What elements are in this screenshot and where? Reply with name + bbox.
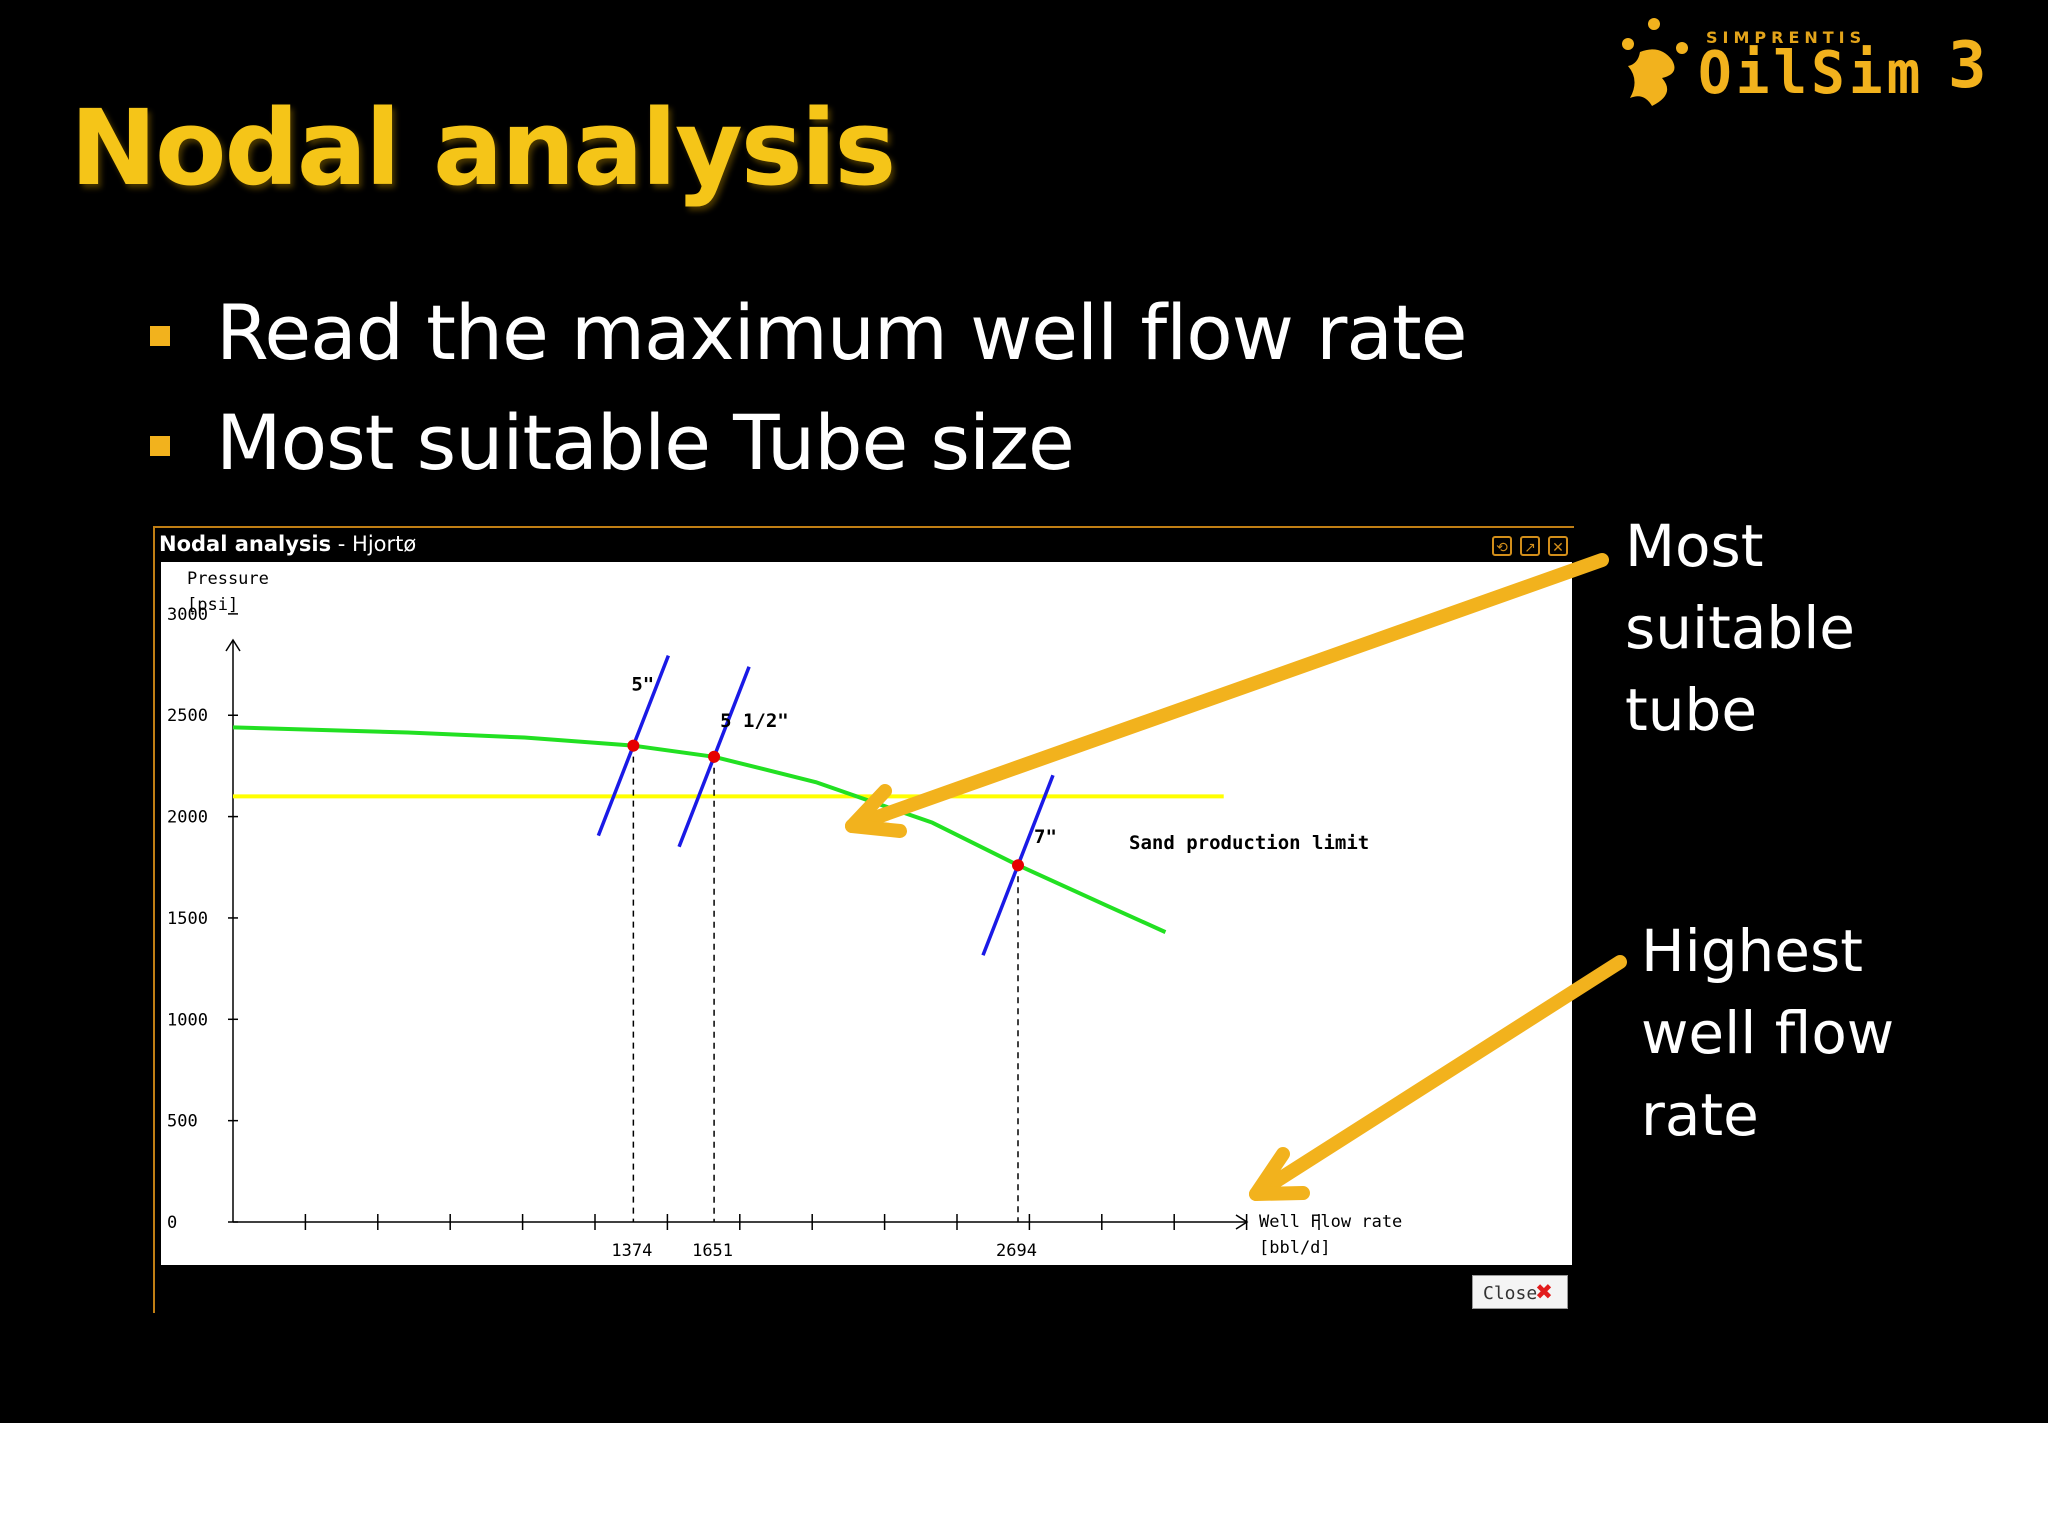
close-icon[interactable]: ✕: [1548, 536, 1568, 556]
arrow-to-tube-icon: [845, 553, 1609, 833]
x-tick-label: 1651: [692, 1241, 733, 1261]
bullet-square-icon: [150, 326, 170, 346]
callout-highest-flow-rate: Highest well flow rate: [1641, 910, 1971, 1156]
callout-line: Highest: [1641, 917, 1863, 985]
bullet-square-icon: [150, 436, 170, 456]
y-axis-arrow-icon: [225, 638, 241, 652]
arrowhead-flow-rate-icon: [1249, 1147, 1310, 1201]
x-axis-unit: [bbl/d]: [1259, 1238, 1331, 1258]
logo-version: 3: [1948, 29, 1987, 103]
y-tick-label: 2000: [167, 808, 208, 828]
window-titlebar[interactable]: Nodal analysis - Hjortø ⟲ ↗ ✕: [155, 528, 1572, 562]
bullet-list: Read the maximum well flow rate Most sui…: [146, 278, 1467, 498]
arrow-overlay: [845, 553, 1627, 1201]
bullet-text: Most suitable Tube size: [216, 398, 1075, 487]
operating-point: [627, 739, 640, 752]
operating-point: [708, 750, 721, 763]
arrow-to-flow-rate-icon: [1249, 955, 1627, 1201]
y-tick-label: 1000: [167, 1010, 208, 1030]
window-title-rest: - Hjortø: [331, 532, 417, 556]
window-title: Nodal analysis - Hjortø: [159, 532, 416, 556]
sand-limit-label: Sand production limit: [1129, 832, 1369, 854]
close-button-label: Close: [1483, 1283, 1538, 1304]
bullet-text: Read the maximum well flow rate: [216, 288, 1467, 377]
x-tick-label: 2694: [996, 1241, 1037, 1261]
slide: SIMPRENTIS OilSim 3 Nodal analysis Read …: [0, 0, 2048, 1423]
callout-line: Most: [1625, 512, 1764, 580]
y-tick-label: 3000: [167, 605, 208, 625]
arrowhead-tube-icon: [845, 784, 907, 838]
bullet-item: Most suitable Tube size: [146, 388, 1466, 498]
close-x-icon: ✖: [1536, 1275, 1553, 1308]
maximize-icon[interactable]: ↗: [1520, 536, 1540, 556]
logo-small-text: SIMPRENTIS: [1706, 28, 1867, 47]
window-title-bold: Nodal analysis: [159, 532, 332, 556]
chart-area: Pressure [psi] Well Flow rate [bbl/d] 0 500 10…: [161, 562, 1572, 1265]
nodal-chart: Pressure [psi] Well Flow rate [bbl/d] 0 500 10…: [167, 569, 1402, 1261]
callout-line: rate: [1641, 1081, 1759, 1149]
close-button[interactable]: Close ✖: [1472, 1275, 1568, 1309]
slide-title: Nodal analysis: [70, 87, 896, 209]
y-tick-label: 1500: [167, 909, 208, 929]
callout-line: suitable: [1625, 594, 1855, 662]
x-axis-label: Well Flow rate: [1259, 1212, 1402, 1232]
bullet-item: Read the maximum well flow rate: [146, 278, 1467, 388]
y-axis-unit: [psi]: [187, 595, 238, 615]
callout-line: tube: [1625, 676, 1758, 744]
callout-most-suitable-tube: Most suitable tube: [1625, 505, 1925, 751]
logo-figure-icon: [1622, 18, 1688, 106]
tube-label: 5 1/2": [720, 710, 789, 732]
operating-point: [1012, 859, 1024, 872]
y-tick-label: 0: [167, 1213, 177, 1233]
tube-label: 5": [631, 674, 654, 696]
logo-main-text: OilSim: [1698, 39, 1925, 108]
oilsim-logo: SIMPRENTIS OilSim 3: [1610, 14, 1990, 114]
y-tick-label: 2500: [167, 706, 208, 726]
y-tick-label: 500: [167, 1112, 198, 1132]
y-axis-label: Pressure: [187, 569, 269, 589]
tube-label: 7": [1034, 826, 1057, 848]
restore-icon[interactable]: ⟲: [1492, 536, 1512, 556]
bottom-margin: [0, 1423, 2048, 1536]
x-tick-label: 1374: [611, 1241, 652, 1261]
inflow-curve: [232, 725, 1167, 934]
callout-line: well flow: [1641, 999, 1895, 1067]
